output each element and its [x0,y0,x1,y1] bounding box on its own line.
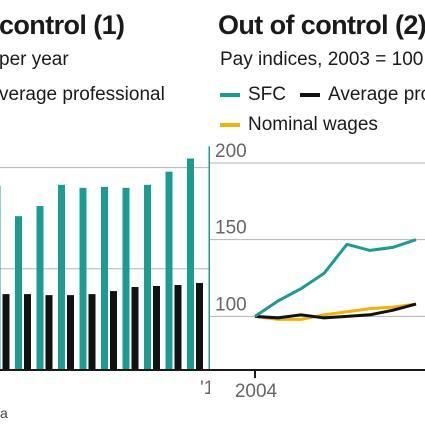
bar-average-professional-2013 [196,282,203,370]
bar-average-professional-2005 [24,294,31,370]
bar-average-professional-2004 [2,294,10,370]
right-x-tick-label-2004: 2004 [235,381,278,402]
left-chart-subtitle: per year [0,49,69,70]
right-chart-panel: Out of control (2) Pay indices, 2003 = 1… [210,0,425,425]
bar-sfc-2004 [0,185,1,370]
bar-average-professional-2012 [174,284,182,370]
right-line-chart: 100 150 200 2004 [210,141,425,402]
left-chart-title: control (1) [0,10,125,40]
bar-sfc-2007 [58,184,65,370]
legend-swatch-sfc [220,93,240,97]
bar-sfc-2006 [36,206,44,370]
bar-average-professional-2009 [110,291,117,370]
right-y-tick-label-200: 200 [215,141,247,162]
right-y-tick-label-150: 150 [215,218,247,239]
left-bar-chart: '14 [0,146,210,399]
legend-item-sfc: SFC [220,84,286,106]
bar-sfc-2005 [15,216,22,370]
right-legend: SFC Average profe Nominal wages [220,84,425,136]
bar-sfc-2008 [79,187,87,370]
bar-sfc-2012 [165,171,173,370]
bar-average-professional-2008 [88,294,96,370]
source-note: a [0,405,8,421]
bar-sfc-2011 [144,184,151,370]
line-nominal-wages [254,302,417,321]
legend-label-average-professional: Average profe [328,84,425,105]
legend-label-nominal-wages: Nominal wages [248,114,378,135]
right-chart-subtitle: Pay indices, 2003 = 100 [220,49,424,70]
right-chart-title: Out of control (2) [218,10,425,40]
bar-sfc-2013 [187,158,194,370]
legend-swatch-average-professional [300,93,320,97]
bar-average-professional-2010 [131,287,139,370]
right-y-tick-label-100: 100 [215,294,247,315]
legend-item-nominal-wages: Nominal wages [220,114,378,136]
legend-swatch-nominal-wages [220,123,240,127]
legend-label-sfc: SFC [248,84,286,105]
line-average-professional [254,302,417,320]
bar-average-professional-2007 [67,295,74,370]
bar-sfc-2010 [122,187,130,370]
bar-average-professional-2006 [45,295,53,370]
bar-average-professional-2011 [153,286,160,370]
left-legend-average-professional-label: verage professional [0,84,165,105]
bar-sfc-2014 [208,146,210,370]
left-chart-panel: control (1) per year verage professional… [0,0,210,425]
legend-item-average-professional: Average profe [300,84,425,106]
left-x-tick-label-2014: '14 [200,378,210,399]
line-sfc [254,238,417,318]
bar-sfc-2009 [101,186,108,370]
